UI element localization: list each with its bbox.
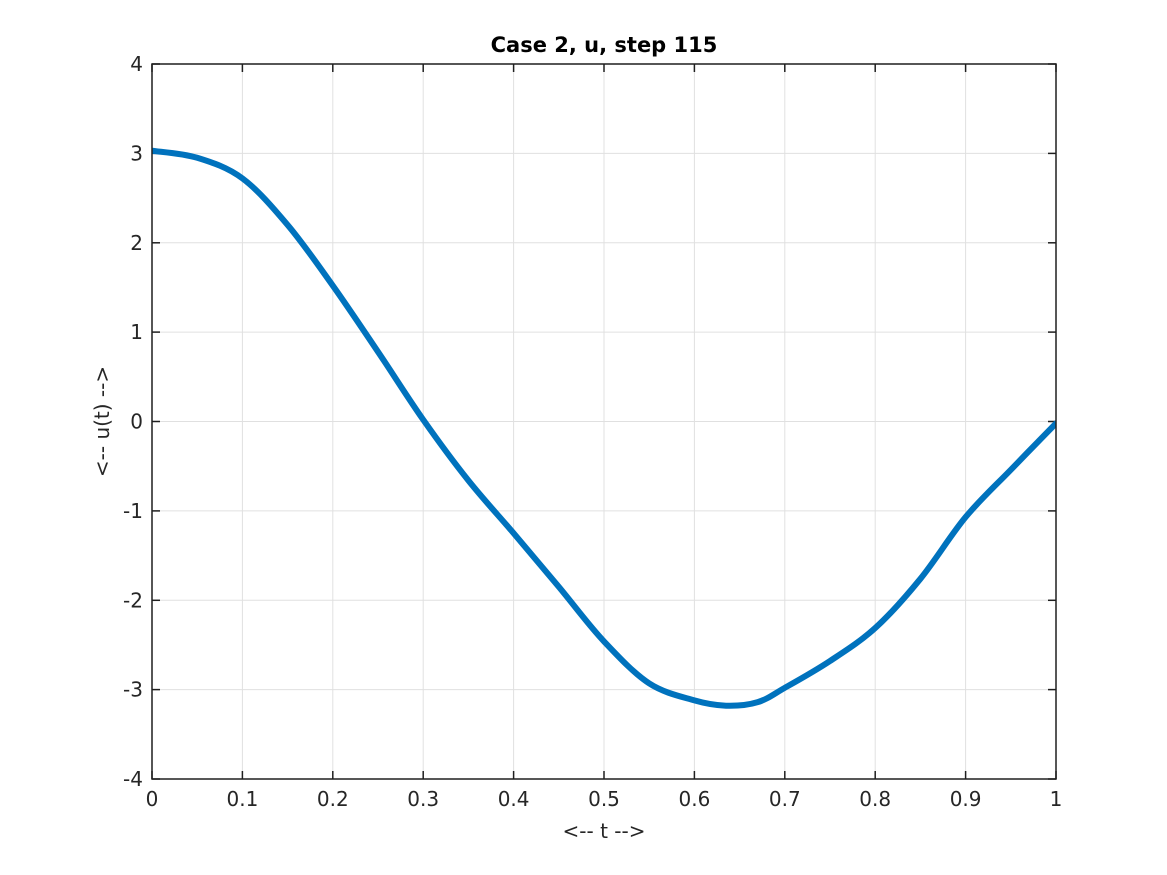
x-tick-label: 0.7 [769, 787, 801, 811]
chart-layer: 0 0.1 0.2 0.3 0.4 0.5 0.6 0.7 0.8 0.9 1 -4 -3 -2 -1 0 1 2… [123, 52, 1062, 811]
x-tick-label: 0.1 [226, 787, 258, 811]
y-tick-label: 1 [130, 320, 143, 344]
axes-box [151, 63, 1057, 780]
y-tick-label: -4 [123, 767, 143, 791]
x-tick-label: 0.4 [498, 787, 530, 811]
y-tick-label: -1 [123, 499, 143, 523]
x-tick-label: 0.2 [317, 787, 349, 811]
y-tick-label: 0 [130, 410, 143, 434]
series-line-u [152, 147, 1056, 709]
x-axis-label: <-- t --> [563, 819, 646, 843]
y-tick-label: 4 [130, 52, 143, 76]
x-tick-label: 0.3 [407, 787, 439, 811]
x-tick-label: 0.5 [588, 787, 620, 811]
x-tick-label: 0.8 [859, 787, 891, 811]
y-tick-label: 2 [130, 231, 143, 255]
x-tick-label: 0.6 [678, 787, 710, 811]
y-tick-label: -3 [123, 678, 143, 702]
y-axis-label: <-- u(t) --> [90, 366, 114, 477]
chart-title: Case 2, u, step 115 [491, 33, 718, 57]
y-tick-label: 3 [130, 141, 143, 165]
x-tick-label: 0.9 [950, 787, 982, 811]
x-tick-label: 1 [1050, 787, 1063, 811]
x-tick-label: 0 [146, 787, 159, 811]
y-tick-label: -2 [123, 588, 143, 612]
